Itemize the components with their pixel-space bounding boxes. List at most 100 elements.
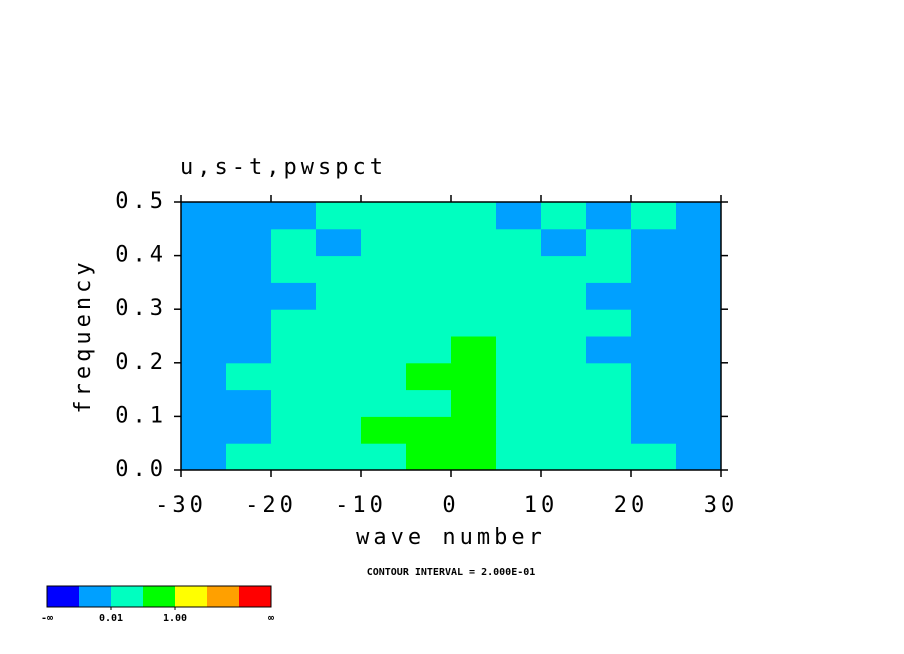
cell (541, 443, 587, 471)
y-tick-label: 0.2 (115, 350, 167, 375)
colorbar-swatch (207, 586, 239, 607)
cell (181, 228, 227, 257)
x-tick-label: -10 (335, 493, 387, 518)
cell (586, 389, 632, 417)
cell (541, 389, 587, 417)
cell (676, 228, 722, 257)
cell (586, 282, 632, 310)
cell (451, 202, 497, 230)
cell (586, 416, 632, 444)
cell (316, 389, 362, 417)
cell (451, 416, 497, 444)
cell (181, 255, 227, 283)
colorbar-label: -∞ (41, 613, 53, 624)
cell (361, 389, 407, 417)
cell (271, 202, 317, 230)
cell (181, 362, 227, 391)
cell (631, 255, 677, 283)
cell (226, 362, 272, 391)
cell (451, 282, 497, 310)
x-axis-label: wave number (356, 525, 546, 550)
cell (496, 389, 542, 417)
cell (181, 282, 227, 310)
x-tick-label: 0 (442, 493, 459, 518)
cell (541, 202, 587, 230)
cell (181, 389, 227, 417)
cell (226, 202, 272, 230)
cell (316, 336, 362, 364)
cell (406, 309, 452, 337)
cell (316, 228, 362, 257)
cell (271, 228, 317, 257)
cell (451, 362, 497, 391)
cell (451, 309, 497, 337)
cell (271, 416, 317, 444)
cell (181, 309, 227, 337)
cell (361, 282, 407, 310)
cell (361, 362, 407, 391)
colorbar-label: ∞ (268, 613, 274, 624)
cell (541, 309, 587, 337)
colorbar-label: 1.00 (163, 613, 187, 624)
annotation: CONTOUR INTERVAL = 2.000E-01 (367, 567, 536, 578)
cell (271, 255, 317, 283)
cell (451, 443, 497, 471)
cell (631, 336, 677, 364)
cell (271, 309, 317, 337)
cell (406, 443, 452, 471)
cell (316, 255, 362, 283)
cell (316, 309, 362, 337)
y-tick-label: 0.5 (115, 189, 167, 214)
cell (676, 336, 722, 364)
cell (496, 416, 542, 444)
cell (496, 228, 542, 257)
cell (631, 416, 677, 444)
cell (181, 416, 227, 444)
colorbar-swatch (79, 586, 111, 607)
cell (676, 443, 722, 471)
cell (361, 255, 407, 283)
cell (316, 362, 362, 391)
cell (676, 309, 722, 337)
cell (361, 309, 407, 337)
y-axis-label: frequency (71, 258, 96, 413)
cell (631, 389, 677, 417)
cell (631, 309, 677, 337)
cell (586, 228, 632, 257)
y-tick-label: 0.0 (115, 457, 167, 482)
cell (631, 228, 677, 257)
cell (676, 362, 722, 391)
cell (676, 282, 722, 310)
colorbar-swatch (239, 586, 271, 607)
colorbar-swatch (111, 586, 143, 607)
cell (586, 443, 632, 471)
y-tick-label: 0.1 (115, 403, 167, 428)
cell (181, 202, 227, 230)
cell (406, 416, 452, 444)
cell (451, 336, 497, 364)
cell (406, 255, 452, 283)
cell (361, 228, 407, 257)
cell (586, 309, 632, 337)
cell (316, 416, 362, 444)
cell (271, 282, 317, 310)
y-tick-label: 0.4 (115, 243, 167, 268)
x-tick-label: -30 (155, 493, 207, 518)
cell (631, 443, 677, 471)
x-tick-label: 10 (524, 493, 559, 518)
cell (361, 416, 407, 444)
cell (226, 282, 272, 310)
cell (226, 255, 272, 283)
colorbar-swatch (143, 586, 175, 607)
cell (586, 362, 632, 391)
cell (316, 282, 362, 310)
colorbar-swatch (175, 586, 207, 607)
cell (631, 362, 677, 391)
cell (226, 309, 272, 337)
cell (676, 202, 722, 230)
cell (226, 416, 272, 444)
cell (586, 202, 632, 230)
cell (676, 416, 722, 444)
cell (541, 336, 587, 364)
cell (271, 389, 317, 417)
